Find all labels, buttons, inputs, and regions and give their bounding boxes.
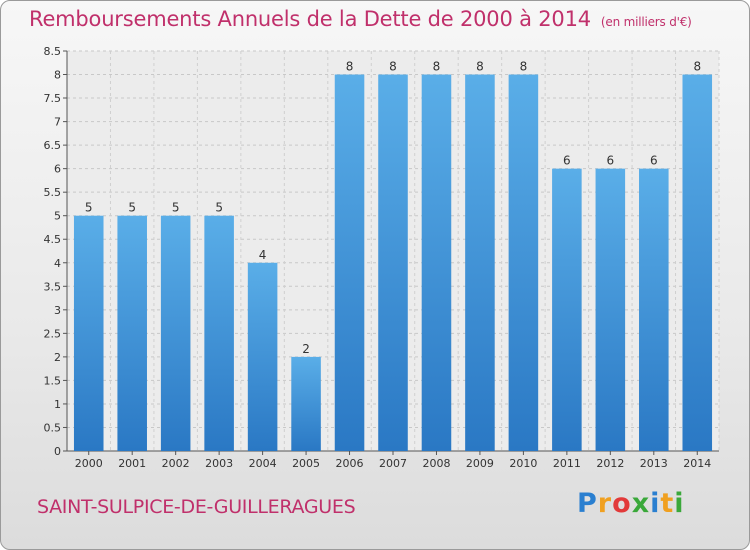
chart-unit: (en milliers d'€)	[600, 15, 692, 29]
bar	[465, 74, 495, 451]
data-label: 8	[476, 60, 484, 74]
logo-letter: x	[631, 488, 651, 519]
bar	[508, 74, 539, 451]
y-tick-label: 4	[54, 257, 61, 270]
y-tick-label: 6	[54, 163, 61, 176]
x-tick-label: 2007	[379, 457, 407, 470]
x-tick-label: 2010	[509, 457, 537, 470]
y-tick-label: 8.5	[44, 45, 62, 58]
x-tick-label: 2001	[118, 457, 146, 470]
logo-letter: t	[660, 488, 675, 519]
y-tick-label: 5.5	[44, 186, 62, 199]
data-label: 6	[607, 154, 615, 168]
x-tick-label: 2002	[162, 457, 190, 470]
data-label: 8	[346, 60, 354, 74]
y-tick-label: 0	[54, 445, 61, 458]
data-label: 8	[693, 60, 701, 74]
x-tick-label: 2008	[422, 457, 450, 470]
y-tick-label: 1.5	[44, 374, 62, 387]
bar	[682, 74, 713, 451]
x-tick-label: 2003	[205, 457, 233, 470]
bar	[421, 74, 452, 451]
data-label: 2	[302, 342, 310, 356]
bar	[291, 356, 321, 451]
y-tick-label: 4.5	[44, 233, 62, 246]
logo-letter: i	[674, 488, 685, 519]
data-label: 8	[520, 60, 528, 74]
y-tick-label: 8	[54, 69, 61, 82]
bar	[639, 168, 669, 451]
x-tick-label: 2004	[249, 457, 277, 470]
logo-letter: i	[650, 488, 661, 519]
x-tick-label: 2014	[683, 457, 711, 470]
data-label: 4	[259, 248, 267, 262]
bar	[160, 215, 191, 451]
chart-title-text: Remboursements Annuels de la Dette de 20…	[29, 7, 591, 31]
y-tick-label: 1	[54, 398, 61, 411]
bar-layer	[73, 74, 713, 451]
data-label: 5	[85, 201, 93, 215]
y-tick-label: 3	[54, 304, 61, 317]
y-tick-label: 5	[54, 210, 61, 223]
x-tick-label: 2005	[292, 457, 320, 470]
data-label: 8	[433, 60, 441, 74]
y-tick-label: 2	[54, 351, 61, 364]
y-tick-label: 6.5	[44, 139, 62, 152]
bar	[204, 215, 234, 451]
y-tick-label: 0.5	[44, 421, 62, 434]
bar	[552, 168, 582, 451]
data-label: 8	[389, 60, 397, 74]
x-tick-label: 2013	[640, 457, 668, 470]
bar	[247, 262, 278, 451]
data-label: 6	[563, 154, 571, 168]
y-tick-label: 7.5	[44, 92, 62, 105]
commune-name: SAINT-SULPICE-DE-GUILLERAGUES	[37, 496, 356, 518]
x-tick-label: 2006	[336, 457, 364, 470]
y-tick-label: 2.5	[44, 327, 62, 340]
label-layer: 5 2000 5 2001 5 2002 5 2003 4 2004 2 2005 8 2006 8 2007…	[75, 60, 712, 470]
x-tick-label: 2009	[466, 457, 494, 470]
data-label: 6	[650, 154, 658, 168]
bar	[73, 215, 104, 451]
bar	[117, 215, 147, 451]
logo-letter: o	[612, 488, 632, 519]
x-tick-label: 2000	[75, 457, 103, 470]
bar	[595, 168, 626, 451]
data-label: 5	[215, 201, 223, 215]
chart-title: Remboursements Annuels de la Dette de 20…	[29, 7, 692, 31]
data-label: 5	[172, 201, 180, 215]
x-tick-label: 2012	[596, 457, 624, 470]
y-tick-label: 7	[54, 116, 61, 129]
y-tick-label: 3.5	[44, 280, 62, 293]
x-tick-label: 2011	[553, 457, 581, 470]
bar	[334, 74, 365, 451]
proxiti-logo[interactable]: Proxiti	[577, 488, 685, 519]
bar	[378, 74, 408, 451]
data-label: 5	[128, 201, 136, 215]
logo-letter: P	[577, 488, 598, 519]
logo-letter: r	[597, 488, 613, 519]
